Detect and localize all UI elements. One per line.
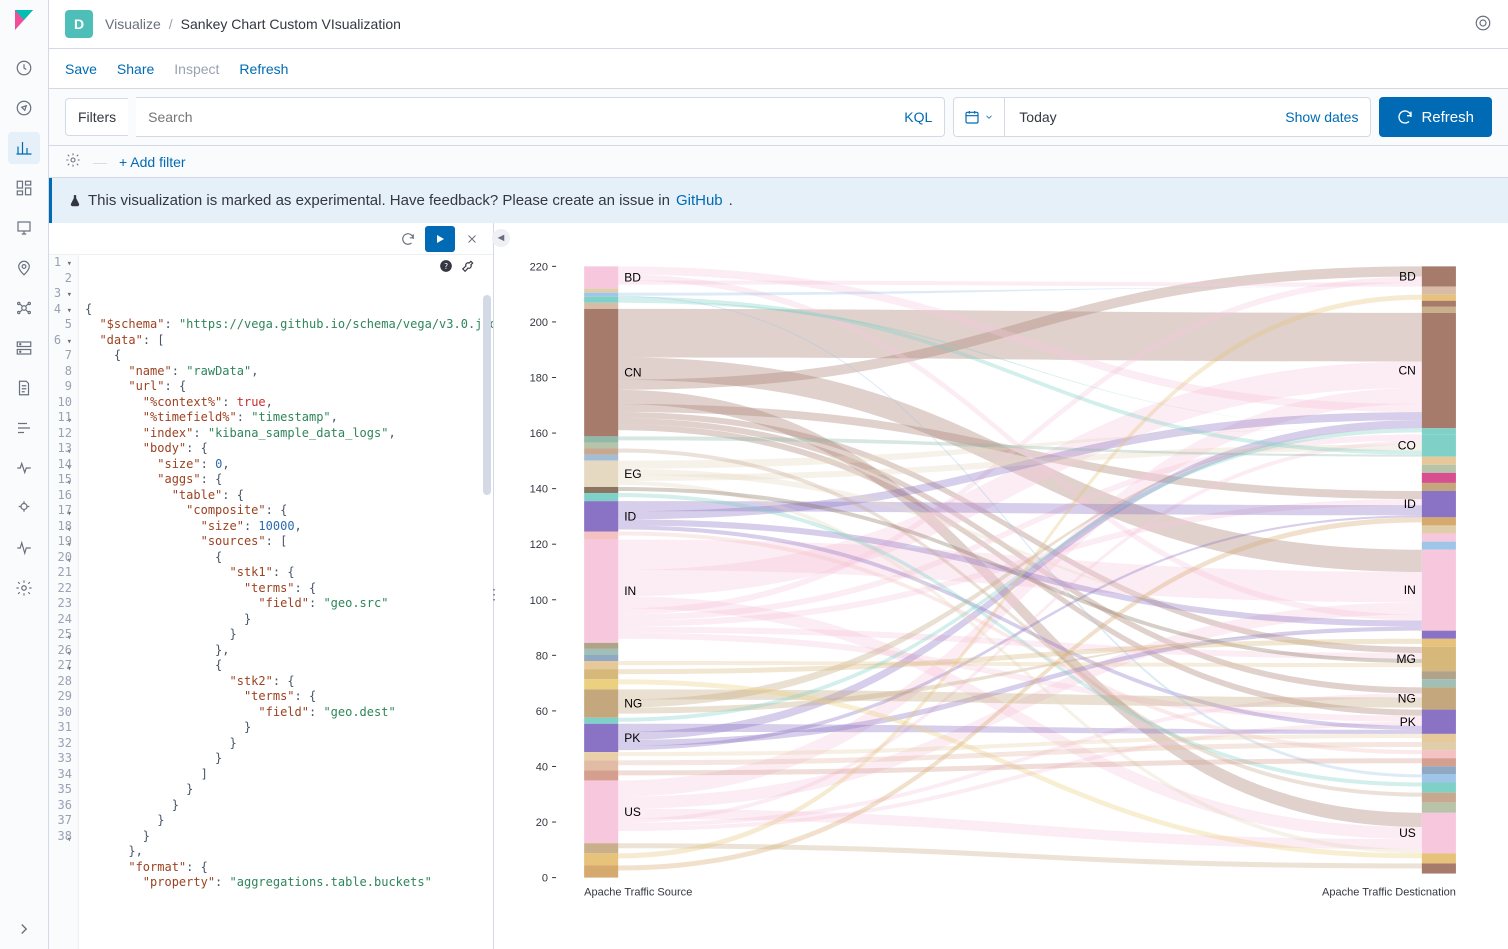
banner-text: This visualization is marked as experime… <box>88 192 670 209</box>
svg-text:Apache Traffic Desticnation: Apache Traffic Desticnation <box>1322 887 1456 899</box>
filters-label[interactable]: Filters <box>65 98 128 136</box>
svg-text:IN: IN <box>1404 583 1416 597</box>
nav-canvas-icon[interactable] <box>8 212 40 244</box>
editor-close-icon[interactable] <box>457 226 487 252</box>
nav-dashboard-icon[interactable] <box>8 172 40 204</box>
svg-text:MG: MG <box>1396 652 1415 666</box>
svg-text:40: 40 <box>536 761 548 773</box>
svg-text:0: 0 <box>542 873 548 885</box>
svg-text:?: ? <box>444 262 449 271</box>
svg-text:120: 120 <box>530 539 548 551</box>
sankey-chart: 0 20 40 60 80 100 120 140 160 180 200 220 BD CN EG ID IN… <box>514 231 1496 931</box>
svg-text:100: 100 <box>530 595 548 607</box>
svg-text:220: 220 <box>530 261 548 273</box>
nav-logs-icon[interactable] <box>8 372 40 404</box>
svg-text:180: 180 <box>530 373 548 385</box>
workspace: 1 ▾23 ▾4 ▾56 ▾78910 ▾1112 ▾13 ▾14 ▾1516 … <box>49 223 1508 949</box>
collapse-editor-icon[interactable]: ◄ <box>492 229 510 247</box>
nav-uptime-icon[interactable] <box>8 452 40 484</box>
svg-text:CO: CO <box>1398 438 1416 452</box>
visualization-pane: ◄ 0 20 40 60 80 100 120 140 160 180 200 220 BD CN EG ID… <box>494 223 1508 949</box>
svg-text:CN: CN <box>1398 364 1415 378</box>
svg-text:160: 160 <box>530 428 548 440</box>
svg-text:NG: NG <box>1398 691 1416 705</box>
banner-github-link[interactable]: GitHub <box>676 192 723 209</box>
date-label: Today <box>1005 109 1285 125</box>
nav-visualize-icon[interactable] <box>8 132 40 164</box>
svg-text:US: US <box>1399 826 1416 840</box>
svg-text:60: 60 <box>536 706 548 718</box>
search-box[interactable]: KQL <box>136 97 945 137</box>
svg-text:IN: IN <box>624 584 636 598</box>
svg-text:200: 200 <box>530 317 548 329</box>
editor-wrench-icon[interactable] <box>461 259 475 278</box>
nav-maps-icon[interactable] <box>8 252 40 284</box>
svg-text:140: 140 <box>530 484 548 496</box>
space-badge[interactable]: D <box>65 10 93 38</box>
show-dates-link[interactable]: Show dates <box>1285 109 1358 125</box>
share-link[interactable]: Share <box>117 61 154 77</box>
svg-text:ID: ID <box>624 509 636 523</box>
date-picker[interactable]: Today Show dates <box>953 97 1371 137</box>
kql-toggle[interactable]: KQL <box>904 109 932 125</box>
banner-post: . <box>729 192 733 209</box>
search-input[interactable] <box>148 109 896 125</box>
svg-text:Apache Traffic Source: Apache Traffic Source <box>584 887 692 899</box>
editor-help-icon[interactable]: ? <box>439 259 453 278</box>
svg-text:US: US <box>624 805 641 819</box>
svg-text:PK: PK <box>1400 715 1416 729</box>
top-bar: D Visualize / Sankey Chart Custom VIsual… <box>49 0 1508 49</box>
svg-text:CN: CN <box>624 366 641 380</box>
add-filter-link[interactable]: + Add filter <box>119 154 186 170</box>
svg-text:PK: PK <box>624 731 640 745</box>
nav-ml-icon[interactable] <box>8 292 40 324</box>
svg-text:BD: BD <box>624 270 641 284</box>
refresh-button[interactable]: Refresh <box>1379 97 1492 137</box>
inspect-link: Inspect <box>174 61 219 77</box>
breadcrumb-sep: / <box>169 16 173 32</box>
editor-toolbar <box>49 223 493 255</box>
nav-management-icon[interactable] <box>8 572 40 604</box>
editor-scrollbar[interactable] <box>483 295 491 495</box>
editor-body[interactable]: 1 ▾23 ▾4 ▾56 ▾78910 ▾1112 ▾13 ▾14 ▾1516 … <box>49 255 493 949</box>
nav-infra-icon[interactable] <box>8 332 40 364</box>
editor-reload-icon[interactable] <box>393 226 423 252</box>
calendar-icon[interactable] <box>954 98 1005 136</box>
action-menubar: Save Share Inspect Refresh <box>49 49 1508 89</box>
breadcrumb-app[interactable]: Visualize <box>105 16 161 32</box>
nav-recent-icon[interactable] <box>8 52 40 84</box>
editor-run-icon[interactable] <box>425 226 455 252</box>
breadcrumb: Visualize / Sankey Chart Custom VIsualiz… <box>105 16 401 32</box>
svg-text:20: 20 <box>536 817 548 829</box>
nav-devtools-icon[interactable] <box>8 532 40 564</box>
flask-icon <box>68 194 82 208</box>
svg-text:NG: NG <box>624 697 642 711</box>
vega-editor-pane: 1 ▾23 ▾4 ▾56 ▾78910 ▾1112 ▾13 ▾14 ▾1516 … <box>49 223 494 949</box>
refresh-link[interactable]: Refresh <box>239 61 288 77</box>
save-link[interactable]: Save <box>65 61 97 77</box>
svg-text:ID: ID <box>1404 497 1416 511</box>
nav-collapse-icon[interactable] <box>8 913 40 945</box>
filter-bar: — + Add filter <box>49 146 1508 178</box>
feedback-icon[interactable] <box>1474 14 1492 35</box>
nav-discover-icon[interactable] <box>8 92 40 124</box>
svg-text:BD: BD <box>1399 269 1416 283</box>
filter-settings-icon[interactable] <box>65 152 81 171</box>
nav-apm-icon[interactable] <box>8 412 40 444</box>
left-nav-rail <box>0 0 49 949</box>
query-bar: Filters KQL Today Show dates Refresh <box>49 89 1508 146</box>
svg-text:EG: EG <box>624 467 641 481</box>
experimental-banner: This visualization is marked as experime… <box>49 178 1508 223</box>
refresh-button-label: Refresh <box>1421 109 1474 126</box>
kibana-logo-icon[interactable] <box>12 8 36 32</box>
svg-text:80: 80 <box>536 650 548 662</box>
breadcrumb-title: Sankey Chart Custom VIsualization <box>181 16 401 32</box>
nav-siem-icon[interactable] <box>8 492 40 524</box>
